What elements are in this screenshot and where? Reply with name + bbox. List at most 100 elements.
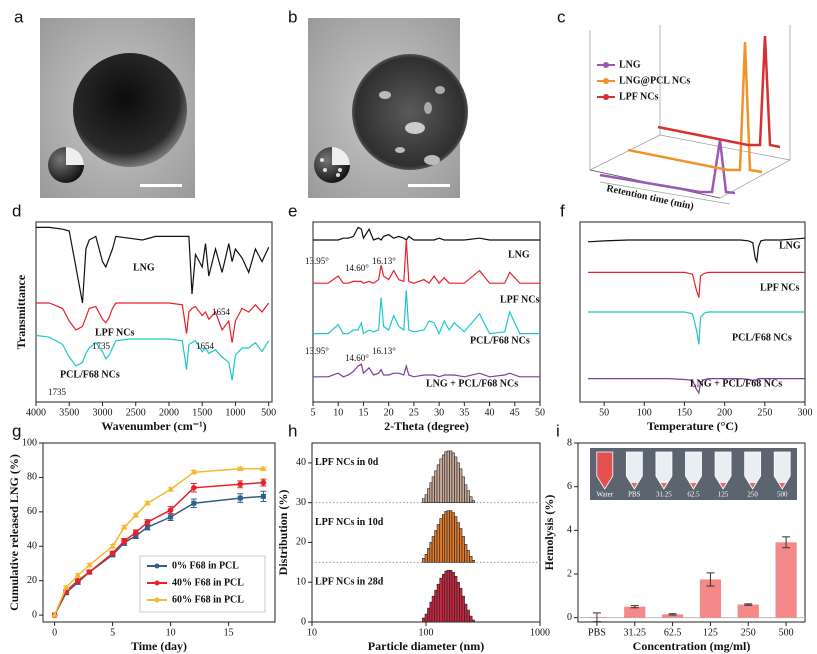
histogram-bar (449, 569, 453, 623)
plot-frame (42, 442, 276, 623)
inset-photo: Water PBS 31.25 62.5 125 250 500 (590, 448, 797, 500)
histogram-bar (471, 619, 475, 623)
legend-marker (154, 580, 160, 586)
y-tick-label: 0 (301, 616, 306, 627)
histogram-bar (451, 571, 455, 623)
x-tick-label: 200 (717, 407, 732, 418)
annotation: 1735 (48, 387, 67, 397)
tube-pellet (631, 483, 638, 488)
x-tick-label: 35 (459, 407, 469, 418)
legend-marker (603, 78, 609, 84)
tube-pellet (779, 483, 786, 488)
histogram-bar (464, 484, 468, 503)
error-bar (630, 605, 639, 609)
y-tick-label: 8 (567, 437, 572, 448)
histogram-bar (446, 510, 450, 563)
marker (144, 499, 151, 506)
panel-label: g (12, 421, 21, 440)
marker (144, 519, 151, 525)
tem-image-a (40, 18, 195, 198)
y-axis-title: Cumulative released LNG (%) (7, 454, 21, 611)
marker (86, 561, 93, 568)
annotation: 16.13° (372, 256, 396, 266)
series-label: LNG (508, 249, 530, 260)
x-tick-label: 10 (307, 627, 317, 638)
histogram-bar (451, 452, 455, 503)
x-tick-label: PBS (588, 627, 606, 638)
error-bar (744, 603, 753, 606)
y-axis-title: Hemolysis (%) (542, 495, 556, 571)
histogram-bar (459, 528, 463, 563)
chart: 0 2 4 6 8 Concentration (mg/ml) Hemolysis (%) P… (542, 437, 806, 653)
marker (86, 569, 93, 575)
panel-label: h (288, 421, 297, 440)
histogram-bar (427, 607, 431, 623)
marker (62, 584, 70, 590)
x-tick-label: 150 (677, 407, 692, 418)
marker (133, 529, 139, 536)
histogram-bar (446, 450, 450, 503)
marker (190, 468, 197, 475)
legend-label: LPF NCs (619, 91, 658, 102)
inset-label: 31.25 (656, 491, 672, 499)
tube-pellet (690, 483, 697, 488)
panel-label: d (12, 201, 21, 220)
x-tick-label: 10 (166, 627, 176, 638)
x-axis-title: Particle diameter (nm) (368, 639, 484, 653)
histogram-bar (466, 609, 470, 623)
x-tick-label: 125 (703, 627, 718, 638)
series-label: PCL/F68 NCs (732, 332, 792, 343)
marker (191, 500, 197, 506)
x-axis-title: Temperature (°C) (647, 419, 738, 433)
series-line (587, 237, 806, 264)
histogram-bar (422, 617, 426, 623)
histogram-bar (431, 595, 435, 623)
x-tick-label: 0 (52, 627, 57, 638)
y-tick-label: 4 (567, 525, 572, 536)
histogram-bar (439, 458, 443, 503)
x-tick-label: 40 (485, 407, 495, 418)
series-line (588, 311, 805, 345)
series-label: PCL/F68 NCs (470, 335, 530, 346)
x-tick-label: 4000 (26, 407, 46, 418)
x-tick-label: 250 (741, 627, 756, 638)
histogram-bar (456, 522, 460, 563)
tube (596, 451, 614, 490)
x-tick-label: 3500 (59, 407, 79, 418)
histogram-bar (439, 518, 443, 563)
legend-label: 60% F68 in PCL (172, 594, 244, 605)
error-bar (668, 613, 677, 616)
histogram-bar (471, 560, 475, 563)
histogram-bar (464, 603, 468, 623)
histogram-bar (429, 601, 433, 623)
tube (744, 451, 762, 490)
histogram-bar (454, 575, 458, 623)
plot-frame (577, 442, 806, 623)
series-line (36, 302, 270, 343)
marker (75, 577, 81, 584)
legend-label: 40% F68 in PCL (172, 577, 244, 588)
histogram-bar (449, 450, 453, 503)
bar (699, 579, 722, 618)
chart: 0 5 10 15 0 20 40 60 80 100 Time (day) Cumulative r… (7, 437, 276, 653)
y-axis-title: Transmittance (14, 274, 28, 349)
x-tick-label: 62.5 (664, 627, 682, 638)
panel-label: c (557, 7, 566, 26)
series-line (313, 290, 540, 336)
error-bar (592, 612, 601, 623)
bar (737, 604, 759, 618)
panel-label: a (14, 7, 24, 26)
series-label: LPF NCs (760, 282, 799, 293)
histogram-bar (469, 615, 473, 623)
marker (237, 465, 244, 471)
histogram-bar (444, 511, 448, 563)
annotation: 1654 (196, 341, 215, 351)
series-label: LPF NCs in 28d (315, 577, 384, 588)
x-tick-label: 250 (757, 407, 772, 418)
x-tick-label: 1000 (225, 407, 245, 418)
marker (74, 572, 81, 578)
legend-label: LNG@PCL NCs (619, 75, 690, 86)
series-label: LNG (779, 240, 801, 251)
marker (260, 493, 266, 499)
histogram-bar (431, 536, 435, 563)
